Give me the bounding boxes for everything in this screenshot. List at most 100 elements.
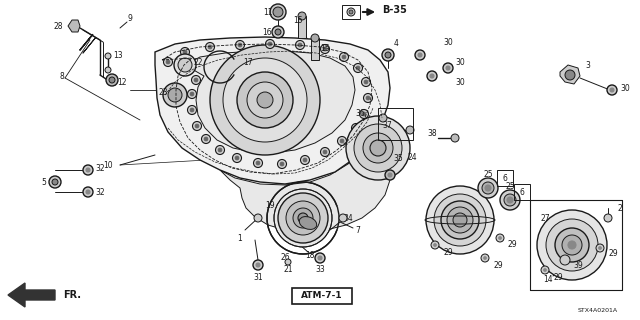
Circle shape — [478, 178, 498, 198]
Circle shape — [298, 43, 302, 47]
Text: 29: 29 — [443, 247, 453, 257]
Text: ATM-7-1: ATM-7-1 — [301, 292, 343, 300]
Ellipse shape — [441, 201, 479, 239]
Circle shape — [339, 214, 347, 222]
Text: 34: 34 — [343, 213, 353, 222]
Circle shape — [500, 190, 520, 210]
Ellipse shape — [447, 207, 473, 233]
Text: 15: 15 — [293, 15, 303, 25]
Polygon shape — [220, 140, 392, 232]
Circle shape — [363, 133, 393, 163]
Text: 6: 6 — [502, 173, 508, 182]
Circle shape — [168, 88, 182, 102]
Circle shape — [205, 43, 214, 52]
Circle shape — [451, 134, 459, 142]
Bar — [298, 16, 306, 38]
Text: 1: 1 — [237, 234, 243, 243]
Text: 30: 30 — [443, 37, 453, 46]
Ellipse shape — [434, 194, 486, 246]
Text: 36: 36 — [355, 108, 365, 117]
Text: 29: 29 — [608, 250, 618, 259]
Bar — [342, 5, 360, 19]
Circle shape — [105, 53, 111, 59]
Polygon shape — [155, 37, 390, 184]
Ellipse shape — [453, 213, 467, 227]
Text: 22: 22 — [193, 58, 203, 67]
Circle shape — [188, 90, 196, 99]
Circle shape — [195, 124, 199, 128]
Circle shape — [430, 74, 434, 78]
Circle shape — [360, 109, 369, 118]
Circle shape — [562, 235, 582, 255]
Circle shape — [232, 154, 241, 163]
Text: 30: 30 — [620, 84, 630, 92]
Text: 18: 18 — [305, 251, 315, 260]
Circle shape — [446, 66, 450, 70]
Ellipse shape — [174, 54, 196, 76]
Circle shape — [268, 42, 272, 46]
Circle shape — [504, 194, 516, 206]
Circle shape — [166, 60, 170, 64]
Ellipse shape — [300, 217, 317, 229]
Circle shape — [364, 93, 372, 102]
Circle shape — [546, 219, 598, 271]
Text: 25: 25 — [505, 181, 515, 190]
Text: 37: 37 — [382, 121, 392, 130]
Text: 2: 2 — [618, 204, 622, 212]
Circle shape — [362, 77, 371, 86]
Circle shape — [280, 162, 284, 166]
Circle shape — [270, 4, 286, 20]
Circle shape — [379, 114, 387, 122]
Ellipse shape — [274, 189, 332, 247]
Bar — [292, 288, 352, 304]
Circle shape — [83, 165, 93, 175]
Circle shape — [388, 173, 392, 177]
Circle shape — [257, 92, 273, 108]
Text: 19: 19 — [265, 201, 275, 210]
Circle shape — [194, 78, 198, 82]
Text: 4: 4 — [394, 38, 399, 47]
Circle shape — [52, 179, 58, 185]
Text: 25: 25 — [483, 170, 493, 179]
Circle shape — [541, 266, 549, 274]
Circle shape — [568, 241, 576, 249]
Bar — [378, 108, 413, 140]
Circle shape — [560, 255, 570, 265]
Text: FR.: FR. — [63, 290, 81, 300]
Circle shape — [604, 214, 612, 222]
Circle shape — [482, 182, 494, 194]
Polygon shape — [68, 20, 80, 32]
Text: 23: 23 — [158, 87, 168, 97]
Circle shape — [427, 71, 437, 81]
Text: 29: 29 — [507, 239, 517, 249]
Circle shape — [318, 256, 322, 260]
Circle shape — [481, 254, 489, 262]
Circle shape — [315, 253, 325, 263]
Text: 8: 8 — [60, 71, 65, 81]
Circle shape — [236, 41, 244, 50]
Text: 30: 30 — [455, 77, 465, 86]
Polygon shape — [200, 61, 337, 137]
Polygon shape — [560, 65, 580, 84]
Text: 12: 12 — [117, 77, 127, 86]
Circle shape — [507, 197, 513, 203]
Circle shape — [49, 176, 61, 188]
Circle shape — [190, 108, 194, 112]
Circle shape — [353, 63, 362, 73]
Circle shape — [364, 80, 368, 84]
Circle shape — [596, 244, 604, 252]
Circle shape — [342, 55, 346, 59]
Circle shape — [337, 137, 346, 146]
Circle shape — [366, 96, 370, 100]
Text: 27: 27 — [540, 213, 550, 222]
Text: 26: 26 — [280, 253, 290, 262]
Text: 35: 35 — [393, 154, 403, 163]
Text: 30: 30 — [455, 58, 465, 67]
Ellipse shape — [426, 186, 494, 254]
Circle shape — [354, 124, 402, 172]
Circle shape — [235, 156, 239, 160]
Circle shape — [106, 74, 118, 86]
Circle shape — [86, 168, 90, 172]
Circle shape — [356, 66, 360, 70]
Text: 5: 5 — [42, 178, 47, 187]
